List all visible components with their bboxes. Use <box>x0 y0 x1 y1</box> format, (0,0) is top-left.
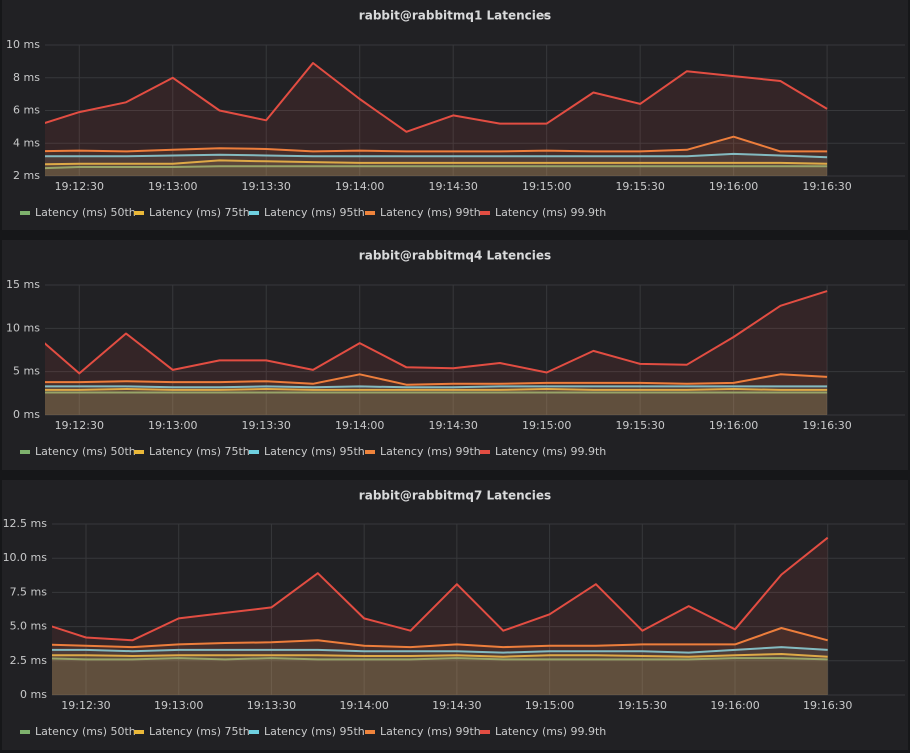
plot <box>52 536 829 695</box>
series-line <box>52 653 828 658</box>
x-tick-label: 19:15:00 <box>525 699 574 712</box>
panel-menu-caret[interactable] <box>541 14 549 19</box>
x-tick-label: 19:14:00 <box>335 180 384 193</box>
x-tick-label: 19:16:00 <box>709 419 758 432</box>
x-tick-label: 19:15:30 <box>618 699 667 712</box>
series-area <box>52 537 828 695</box>
x-tick-label: 19:15:30 <box>615 180 664 193</box>
y-tick-label: 4 ms <box>13 136 40 149</box>
legend-label: Latency (ms) 99th <box>380 206 481 219</box>
series-area <box>52 647 828 695</box>
legend-label: Latency (ms) 50th <box>35 725 136 738</box>
y-tick-label: 0 ms <box>13 408 40 421</box>
y-tick-label: 2 ms <box>13 169 40 182</box>
x-tick-label: 19:13:30 <box>247 699 296 712</box>
x-tick-label: 19:15:30 <box>615 419 664 432</box>
x-tick-label: 19:14:00 <box>335 419 384 432</box>
series-line <box>45 388 828 391</box>
series-line <box>45 373 828 386</box>
plot <box>45 62 828 176</box>
y-tick-label: 6 ms <box>13 104 40 117</box>
y-tick-label: 0 ms <box>20 688 47 701</box>
series-area <box>45 166 828 176</box>
y-tick-label: 5.0 ms <box>10 620 48 633</box>
series-area <box>45 160 828 176</box>
series-line <box>45 135 828 153</box>
plot <box>45 290 828 415</box>
panel-title: rabbit@rabbitmq4 Latencies <box>359 249 551 263</box>
series-area <box>45 63 828 176</box>
legend-label: Latency (ms) 95th <box>264 725 365 738</box>
series-line <box>45 290 828 375</box>
y-tick-label: 10 ms <box>6 321 40 334</box>
x-tick-label: 19:12:30 <box>55 419 104 432</box>
legend-label: Latency (ms) 99th <box>380 445 481 458</box>
x-tick-label: 19:14:30 <box>428 419 477 432</box>
panel-title: rabbit@rabbitmq1 Latencies <box>359 9 551 23</box>
series-line <box>45 385 828 389</box>
series-line <box>52 536 829 642</box>
series-line <box>52 627 828 649</box>
series-area <box>52 654 828 695</box>
legend-label: Latency (ms) 95th <box>264 206 365 219</box>
x-tick-label: 19:15:00 <box>522 419 571 432</box>
x-tick-label: 19:15:00 <box>522 180 571 193</box>
y-tick-label: 8 ms <box>13 71 40 84</box>
legend-label: Latency (ms) 75th <box>149 725 250 738</box>
x-tick-label: 19:16:30 <box>803 699 852 712</box>
series-line <box>52 657 828 661</box>
x-tick-label: 19:14:00 <box>339 699 388 712</box>
legend-label: Latency (ms) 99.9th <box>495 725 606 738</box>
series-area <box>45 374 828 415</box>
x-tick-label: 19:16:00 <box>710 699 759 712</box>
legend-label: Latency (ms) 99th <box>380 725 481 738</box>
series-area <box>52 658 828 695</box>
x-tick-label: 19:12:30 <box>61 699 110 712</box>
series-line <box>45 62 828 133</box>
y-tick-label: 2.5 ms <box>10 654 48 667</box>
series-line <box>45 159 828 166</box>
x-tick-label: 19:13:30 <box>242 180 291 193</box>
x-tick-label: 19:13:00 <box>154 699 203 712</box>
y-tick-label: 5 ms <box>13 365 40 378</box>
legend-label: Latency (ms) 99.9th <box>495 206 606 219</box>
y-tick-label: 12.5 ms <box>3 517 48 530</box>
series-line <box>45 152 828 159</box>
x-tick-label: 19:14:30 <box>432 699 481 712</box>
legend-label: Latency (ms) 75th <box>149 445 250 458</box>
legend-label: Latency (ms) 75th <box>149 206 250 219</box>
legend-label: Latency (ms) 95th <box>264 445 365 458</box>
x-tick-label: 19:13:00 <box>148 180 197 193</box>
series-area <box>45 389 828 415</box>
legend-label: Latency (ms) 50th <box>35 206 136 219</box>
y-tick-label: 15 ms <box>6 278 40 291</box>
series-area <box>45 136 828 176</box>
x-tick-label: 19:16:00 <box>709 180 758 193</box>
x-tick-label: 19:13:30 <box>242 419 291 432</box>
x-tick-label: 19:14:30 <box>428 180 477 193</box>
x-tick-label: 19:16:30 <box>802 419 851 432</box>
x-tick-label: 19:16:30 <box>802 180 851 193</box>
panel <box>2 480 908 750</box>
panel-title: rabbit@rabbitmq7 Latencies <box>359 489 551 503</box>
x-tick-label: 19:12:30 <box>55 180 104 193</box>
y-tick-label: 10.0 ms <box>3 551 48 564</box>
series-area <box>45 386 828 415</box>
legend-label: Latency (ms) 50th <box>35 445 136 458</box>
y-tick-label: 7.5 ms <box>10 585 48 598</box>
series-area <box>45 153 828 176</box>
series-area <box>45 291 828 415</box>
legend-label: Latency (ms) 99.9th <box>495 445 606 458</box>
x-tick-label: 19:13:00 <box>148 419 197 432</box>
series-area <box>45 392 828 415</box>
y-tick-label: 10 ms <box>6 38 40 51</box>
series-line <box>52 646 828 654</box>
series-line <box>45 165 828 170</box>
